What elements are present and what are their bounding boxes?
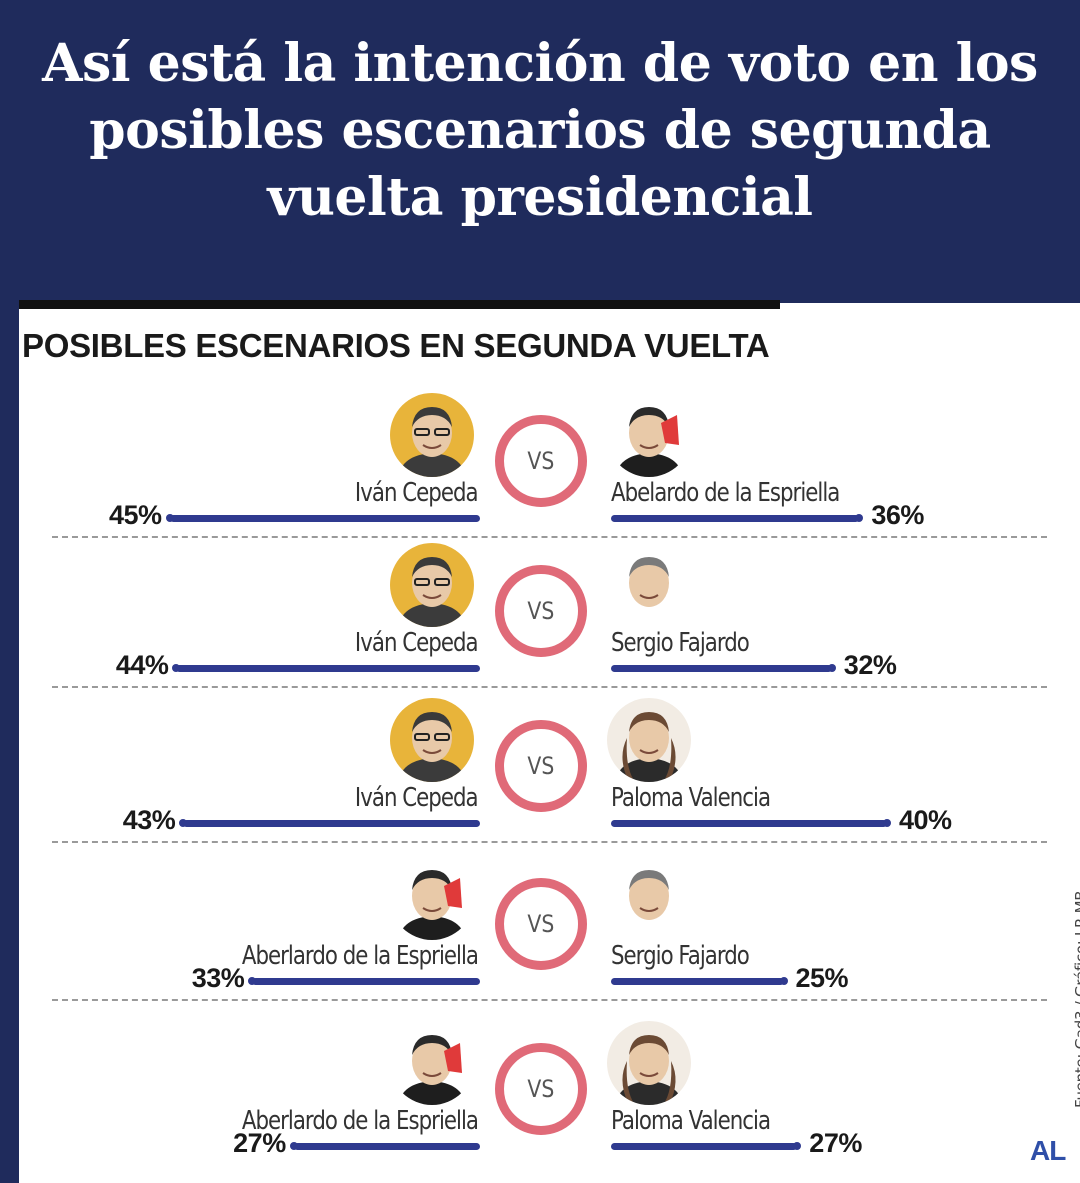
vs-badge: VS <box>495 565 587 657</box>
candidate-name-right: Abelardo de la Espriella <box>611 478 840 508</box>
value-label-left: 27% <box>233 1128 286 1158</box>
row-divider <box>52 686 1047 688</box>
candidate-name-right: Sergio Fajardo <box>611 941 750 971</box>
page-title: Así está la intención de voto en los pos… <box>42 33 1038 228</box>
espriella-photo-left <box>390 1021 474 1105</box>
vs-label: VS <box>527 597 555 625</box>
candidate-name-right: Paloma Valencia <box>611 1106 771 1136</box>
espriella-photo-right <box>607 393 691 477</box>
candidate-name-left: Iván Cepeda <box>355 783 479 813</box>
value-label-left: 44% <box>115 650 169 680</box>
vs-label: VS <box>527 447 555 475</box>
vs-badge: VS <box>495 1043 587 1135</box>
fajardo-photo-right <box>607 543 691 627</box>
cepeda-photo-left <box>390 698 474 782</box>
value-label-right: 32% <box>843 650 897 680</box>
row-divider <box>52 999 1047 1001</box>
candidate-name-left: Aberlardo de la Espriella <box>241 941 479 971</box>
bar-right <box>611 819 891 827</box>
vs-badge: VS <box>495 878 587 970</box>
bar-left <box>165 514 480 522</box>
bar-left <box>248 977 480 985</box>
candidate-name-left: Iván Cepeda <box>355 628 479 658</box>
valencia-photo-right <box>607 698 691 782</box>
bar-right <box>611 1142 802 1150</box>
vs-label: VS <box>527 752 555 780</box>
value-label-right: 40% <box>899 805 952 835</box>
header-banner: Así está la intención de voto en los pos… <box>0 0 1080 300</box>
panel-top-rule <box>19 300 780 309</box>
bar-right <box>611 514 864 522</box>
candidate-name-left: Aberlardo de la Espriella <box>241 1106 479 1136</box>
valencia-photo-right <box>607 1021 691 1105</box>
value-label-right: 27% <box>809 1128 862 1158</box>
row-divider <box>52 841 1047 843</box>
bar-right <box>611 664 836 672</box>
publisher-logo: AL <box>1030 1135 1066 1166</box>
candidate-name-left: Iván Cepeda <box>355 478 479 508</box>
fajardo-photo-right <box>607 856 691 940</box>
source-note: Fuente: Gad3 / Gráfico: LR-MB <box>1072 890 1080 1108</box>
vs-badge: VS <box>495 415 587 507</box>
value-label-left: 33% <box>191 963 245 993</box>
cepeda-photo-left <box>390 393 474 477</box>
vs-label: VS <box>527 910 555 938</box>
bar-left <box>172 664 480 672</box>
vs-badge: VS <box>495 720 587 812</box>
cepeda-photo-left <box>390 543 474 627</box>
bar-left <box>289 1142 480 1150</box>
candidate-name-right: Sergio Fajardo <box>611 628 750 658</box>
value-label-right: 36% <box>871 500 924 530</box>
candidate-name-right: Paloma Valencia <box>611 783 771 813</box>
row-divider <box>52 536 1047 538</box>
chart-title: POSIBLES ESCENARIOS EN SEGUNDA VUELTA <box>22 327 770 364</box>
vs-label: VS <box>527 1075 555 1103</box>
bar-right <box>611 977 787 985</box>
value-label-left: 43% <box>122 805 176 835</box>
value-label-right: 25% <box>795 963 849 993</box>
espriella-photo-left <box>390 856 474 940</box>
bar-left <box>179 819 480 827</box>
value-label-left: 45% <box>108 500 162 530</box>
